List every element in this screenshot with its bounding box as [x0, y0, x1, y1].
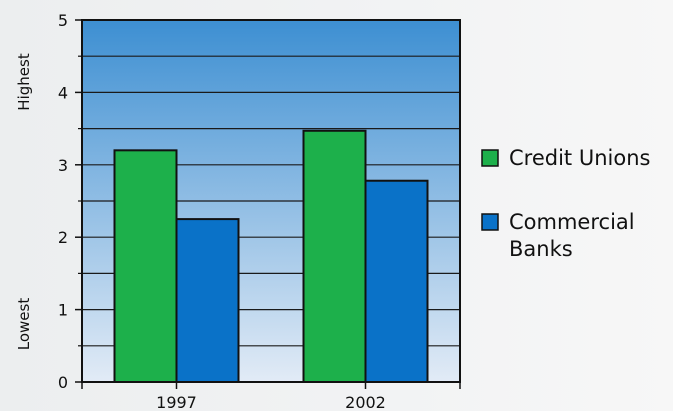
- x-tick-label: 2002: [345, 393, 386, 411]
- y-tick-label: 1: [58, 301, 68, 320]
- y-axis-top-word: Highest: [15, 53, 33, 111]
- y-tick-label: 0: [58, 373, 68, 392]
- y-tick-label: 3: [58, 156, 68, 175]
- legend-label: Banks: [509, 237, 573, 261]
- legend-label: Commercial: [509, 210, 635, 234]
- legend-label: Credit Unions: [509, 146, 650, 170]
- y-tick-label: 2: [58, 228, 68, 247]
- y-axis-bottom-word: Lowest: [15, 298, 33, 351]
- bar-credit-unions-2002: [302, 129, 367, 383]
- bar-credit-unions-1997: [113, 149, 178, 383]
- bar-commercial-banks-1997: [175, 218, 240, 383]
- bar-commercial-banks-2002: [364, 179, 429, 383]
- legend-swatch: [481, 213, 499, 231]
- y-tick-label: 4: [58, 83, 68, 102]
- legend-swatch: [481, 149, 499, 167]
- x-tick-label: 1997: [156, 393, 197, 411]
- y-tick-label: 5: [58, 11, 68, 30]
